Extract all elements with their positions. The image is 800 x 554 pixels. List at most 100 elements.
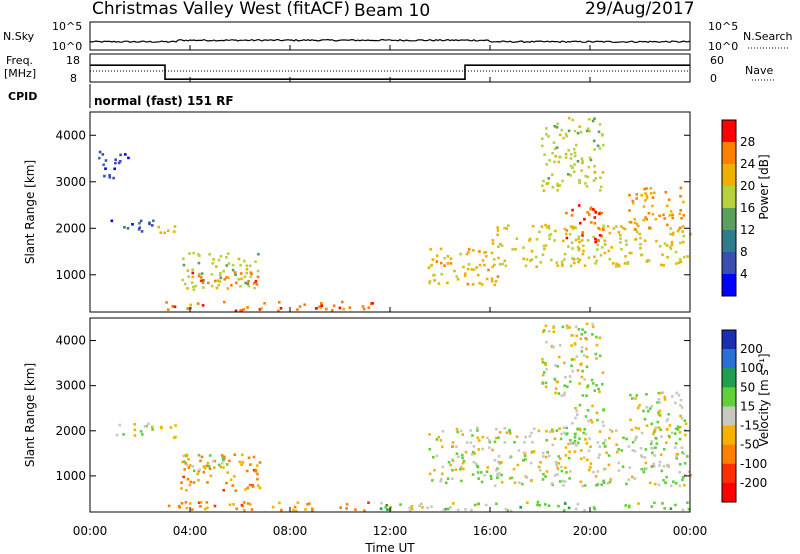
velocity-marks-cell [639, 454, 643, 457]
velocity-marks-cell [254, 470, 258, 473]
power-marks-cell [551, 173, 554, 176]
velocity-marks-cell [461, 453, 464, 457]
power-marks-cell [577, 235, 581, 238]
velocity-marks-cell [197, 501, 201, 505]
power-marks-cell [547, 227, 551, 230]
power-marks-cell [634, 238, 637, 241]
velocity-marks-cell [524, 458, 527, 461]
velocity-marks-cell [432, 455, 435, 459]
velocity-marks-cell [642, 409, 645, 413]
cpid-mode: normal (fast) 151 RF [94, 94, 234, 108]
power-marks-cell [577, 237, 580, 241]
velocity-marks-cell [486, 466, 489, 469]
power-marks-cell [570, 241, 574, 244]
power-marks-cell [581, 160, 584, 163]
velocity-marks-cell [428, 433, 431, 436]
colorbar-swatch [722, 368, 736, 388]
power-marks-cell [599, 176, 602, 179]
velocity-marks-cell [557, 355, 561, 359]
power-marks-cell [496, 233, 499, 237]
power-marks-cell [564, 132, 568, 136]
velocity-marks-cell [538, 504, 541, 507]
velocity-marks-cell [554, 364, 557, 367]
velocity-marks-cell [185, 453, 189, 457]
y-tick-label: 2000 [55, 221, 86, 235]
power-marks-cell [277, 309, 280, 313]
velocity-marks-cell [580, 457, 583, 461]
colorbar-swatch [722, 330, 736, 350]
velocity-marks-cell [441, 472, 444, 476]
velocity-marks-cell [473, 452, 476, 455]
velocity-marks-cell [489, 474, 493, 478]
velocity-marks-cell [687, 470, 691, 474]
power-marks-cell [571, 257, 574, 260]
power-marks-cell [435, 254, 439, 257]
power-marks-cell [558, 184, 562, 187]
noise-right-tick-bottom: 10^0 [708, 40, 738, 53]
power-marks-cell [504, 264, 508, 268]
power-marks-cell [602, 224, 605, 228]
power-marks-cell [429, 248, 433, 251]
power-marks-cell [496, 275, 500, 278]
power-marks-cell [581, 161, 584, 165]
velocity-marks-cell [508, 430, 511, 433]
power-marks-cell [254, 260, 257, 263]
power-marks-cell [575, 143, 578, 147]
velocity-marks-cell [202, 470, 206, 474]
power-marks-cell [247, 284, 251, 288]
velocity-marks-cell [451, 441, 455, 444]
velocity-marks-cell [410, 507, 414, 511]
velocity-marks-cell [439, 439, 443, 442]
power-marks-cell [362, 307, 366, 311]
velocity-marks-cell [493, 440, 497, 444]
power-marks-cell [543, 153, 546, 156]
velocity-marks-cell [541, 478, 545, 481]
power-marks-cell [171, 305, 174, 308]
velocity-marks-cell [486, 436, 489, 440]
velocity-marks-cell [183, 460, 186, 463]
colorbar-swatch [722, 252, 736, 275]
power-marks-cell [556, 182, 559, 186]
y-tick-label: 3000 [55, 379, 86, 393]
power-marks-cell [629, 221, 633, 224]
velocity-marks-cell [631, 441, 635, 444]
power-marks-cell [534, 255, 538, 259]
velocity-marks-cell [569, 380, 572, 383]
power-marks-cell [239, 309, 242, 312]
velocity-marks-cell [652, 432, 655, 436]
power-marks-cell [491, 265, 494, 269]
power-marks-cell [102, 163, 105, 167]
velocity-marks-cell [557, 392, 561, 395]
velocity-marks-cell [552, 345, 555, 349]
power-marks-cell [104, 159, 108, 162]
power-marks-cell [664, 190, 668, 194]
velocity-marks-cell [593, 507, 597, 511]
velocity-marks-cell [580, 362, 583, 366]
power-marks-cell [540, 225, 544, 228]
cpid-label: CPID [8, 90, 37, 103]
velocity-marks-cell [575, 444, 578, 447]
colorbar-swatch [722, 463, 736, 484]
power-marks-cell [639, 246, 642, 250]
velocity-marks-cell [643, 467, 647, 471]
power-marks-cell [556, 189, 559, 192]
velocity-marks-cell [363, 509, 366, 512]
velocity-marks-cell [580, 375, 584, 379]
power-marks-cell [263, 302, 266, 305]
velocity-marks-cell [576, 441, 580, 445]
power-marks-cell [332, 304, 336, 307]
power-marks-cell [565, 211, 568, 215]
power-marks-cell [649, 227, 653, 230]
power-marks-cell [296, 308, 299, 311]
velocity-marks-cell [556, 380, 559, 384]
x-tick-label: 04:00 [173, 524, 208, 538]
velocity-marks-cell [477, 502, 481, 505]
power-marks-cell [117, 161, 121, 165]
y-tick-label: 1000 [55, 268, 86, 282]
velocity-marks-cell [256, 484, 260, 487]
velocity-marks-cell [544, 381, 548, 385]
power-marks-cell [227, 262, 231, 265]
power-marks-cell [440, 272, 443, 276]
velocity-marks-cell [682, 452, 686, 455]
power-colorbar: 28 24 20 16 12 8 4 [721, 119, 755, 297]
